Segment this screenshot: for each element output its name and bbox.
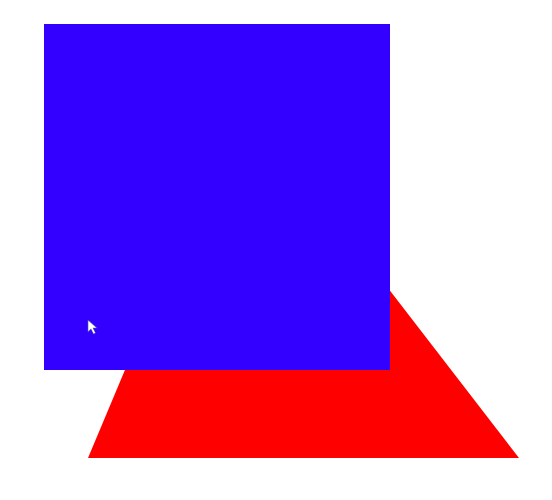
mouse-pointer-icon <box>87 319 98 335</box>
blue-square[interactable] <box>44 24 390 370</box>
